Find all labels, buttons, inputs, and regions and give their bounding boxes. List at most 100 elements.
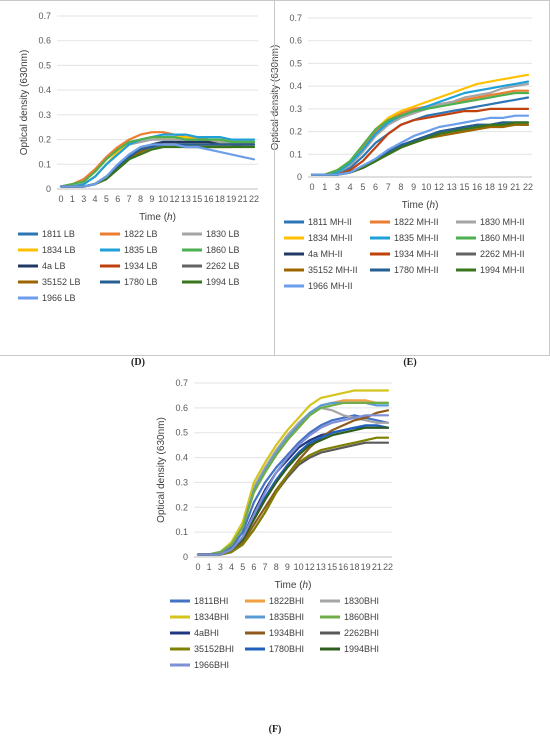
y-tick-label-d: 0.2 bbox=[38, 135, 51, 145]
chart-panel-e: 00.10.20.30.40.50.60.70 1 3 4 5 6 7 8 9 10 12 13 15 1… bbox=[270, 13, 533, 291]
divider-top bbox=[0, 0, 550, 1]
series-line-f bbox=[196, 414, 390, 556]
legend-entry-d: 1994 LB bbox=[206, 277, 240, 287]
legend-entry-f: 1966BHI bbox=[194, 660, 229, 670]
x-tick-label-e: 10 bbox=[421, 182, 431, 192]
x-tick-label-f: 9 bbox=[285, 562, 290, 572]
x-axis-title-d: Time (h) bbox=[139, 212, 176, 223]
x-tick-label-d: 6 bbox=[115, 194, 120, 204]
x-tick-label-d: 8 bbox=[138, 194, 143, 204]
y-tick-label-d: 0.6 bbox=[38, 36, 51, 46]
x-tick-label-e: 21 bbox=[510, 182, 520, 192]
y-tick-label-f: 0.6 bbox=[175, 403, 188, 413]
x-tick-label-d: 12 bbox=[170, 194, 180, 204]
legend-entry-d: 1830 LB bbox=[206, 229, 240, 239]
y-axis-title-f: Optical density (630nm) bbox=[156, 417, 167, 523]
x-tick-label-f: 12 bbox=[305, 562, 315, 572]
y-tick-label-e: 0.4 bbox=[289, 81, 302, 91]
series-line-f bbox=[196, 426, 390, 556]
divider-vertical bbox=[274, 0, 275, 355]
x-tick-label-f: 4 bbox=[229, 562, 234, 572]
legend-entry-e: 1830 MH-II bbox=[480, 217, 525, 227]
x-tick-label-f: 22 bbox=[383, 562, 393, 572]
x-tick-label-f: 8 bbox=[274, 562, 279, 572]
series-line-e bbox=[310, 107, 530, 176]
y-tick-label-d: 0.3 bbox=[38, 110, 51, 120]
legend-entry-d: 1966 LB bbox=[42, 293, 76, 303]
chart-panel-d: 00.10.20.30.40.50.60.70 1 3 4 5 6 7 8 9 10 12 13 15 1… bbox=[18, 11, 259, 303]
legend-entry-f: 2262BHI bbox=[344, 628, 379, 638]
x-tick-label-f: 3 bbox=[218, 562, 223, 572]
legend-entry-d: 35152 LB bbox=[42, 277, 81, 287]
y-tick-label-e: 0.2 bbox=[289, 127, 302, 137]
x-tick-label-e: 15 bbox=[459, 182, 469, 192]
y-tick-label-e: 0.7 bbox=[289, 13, 302, 23]
y-tick-label-f: 0 bbox=[183, 552, 188, 562]
y-axis-title-d: Optical density (630nm) bbox=[19, 50, 30, 156]
y-tick-label-e: 0.1 bbox=[289, 149, 302, 159]
x-tick-label-f: 21 bbox=[372, 562, 382, 572]
x-tick-label-d: 13 bbox=[181, 194, 191, 204]
legend-entry-e: 1966 MH-II bbox=[308, 281, 353, 291]
legend-entry-d: 1780 LB bbox=[124, 277, 158, 287]
x-tick-label-e: 12 bbox=[434, 182, 444, 192]
legend-entry-f: 1835BHI bbox=[269, 612, 304, 622]
x-tick-label-e: 1 bbox=[322, 182, 327, 192]
legend-entry-e: 4a MH-II bbox=[308, 249, 343, 259]
legend-entry-e: 2262 MH-II bbox=[480, 249, 525, 259]
x-tick-label-e: 4 bbox=[348, 182, 353, 192]
x-tick-label-e: 5 bbox=[360, 182, 365, 192]
x-tick-label-f: 18 bbox=[349, 562, 359, 572]
legend-entry-f: 4aBHI bbox=[194, 628, 219, 638]
x-tick-label-e: 6 bbox=[373, 182, 378, 192]
series-line-d bbox=[59, 133, 256, 188]
divider-left-bottom bbox=[0, 355, 274, 356]
x-tick-label-e: 19 bbox=[498, 182, 508, 192]
x-tick-label-f: 6 bbox=[251, 562, 256, 572]
y-tick-label-f: 0.4 bbox=[175, 453, 188, 463]
series-line-e bbox=[310, 114, 530, 176]
legend-entry-f: 1822BHI bbox=[269, 596, 304, 606]
x-tick-label-f: 13 bbox=[316, 562, 326, 572]
x-axis-title-e: Time (h) bbox=[402, 200, 439, 211]
legend-entry-e: 1934 MH-II bbox=[394, 249, 439, 259]
series-line-d bbox=[59, 143, 256, 188]
x-tick-label-d: 15 bbox=[192, 194, 202, 204]
x-tick-label-d: 0 bbox=[58, 194, 63, 204]
legend-entry-e: 1780 MH-II bbox=[394, 265, 439, 275]
y-axis-title-e: Optical density (630nm) bbox=[270, 45, 281, 151]
x-axis-title-f: Time (h) bbox=[275, 580, 312, 591]
x-tick-label-d: 19 bbox=[226, 194, 236, 204]
y-tick-label-d: 0.1 bbox=[38, 159, 51, 169]
x-tick-label-e: 22 bbox=[523, 182, 533, 192]
x-tick-label-d: 22 bbox=[249, 194, 259, 204]
y-tick-label-e: 0 bbox=[297, 172, 302, 182]
series-line-e bbox=[310, 82, 530, 176]
y-tick-label-d: 0.7 bbox=[38, 11, 51, 21]
legend-entry-f: 35152BHI bbox=[194, 644, 234, 654]
x-tick-label-f: 10 bbox=[294, 562, 304, 572]
y-tick-label-f: 0.3 bbox=[175, 477, 188, 487]
legend-entry-e: 1822 MH-II bbox=[394, 217, 439, 227]
y-tick-label-e: 0.5 bbox=[289, 58, 302, 68]
series-line-f bbox=[196, 426, 390, 556]
legend-entry-f: 1811BHI bbox=[194, 596, 228, 606]
legend-entry-f: 1994BHI bbox=[344, 644, 379, 654]
x-tick-label-f: 19 bbox=[361, 562, 371, 572]
legend-entry-e: 1994 MH-II bbox=[480, 265, 525, 275]
y-tick-label-e: 0.6 bbox=[289, 36, 302, 46]
series-line-f bbox=[196, 436, 390, 556]
x-tick-label-f: 5 bbox=[240, 562, 245, 572]
x-tick-label-e: 0 bbox=[309, 182, 314, 192]
x-tick-label-e: 3 bbox=[335, 182, 340, 192]
x-tick-label-d: 10 bbox=[158, 194, 168, 204]
y-tick-label-e: 0.3 bbox=[289, 104, 302, 114]
legend-entry-d: 1860 LB bbox=[206, 245, 240, 255]
legend-entry-e: 1834 MH-II bbox=[308, 233, 353, 243]
legend-entry-f: 1830BHI bbox=[344, 596, 379, 606]
x-tick-label-e: 13 bbox=[447, 182, 457, 192]
y-tick-label-f: 0.7 bbox=[175, 378, 188, 388]
x-tick-label-d: 4 bbox=[93, 194, 98, 204]
legend-entry-f: 1834BHI bbox=[194, 612, 229, 622]
